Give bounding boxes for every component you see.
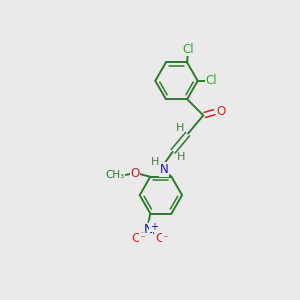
Text: H: H [177, 152, 186, 162]
Text: O: O [216, 105, 226, 118]
Text: Cl: Cl [206, 74, 218, 87]
Text: ⁻: ⁻ [139, 234, 145, 244]
Text: ⁻: ⁻ [163, 234, 169, 244]
Text: Cl: Cl [182, 43, 194, 56]
Text: CH₃: CH₃ [105, 170, 124, 180]
Text: H: H [151, 157, 159, 167]
Text: N: N [160, 163, 168, 176]
Text: H: H [176, 123, 184, 133]
Text: N: N [143, 223, 153, 236]
Text: O: O [155, 232, 165, 245]
Text: O: O [130, 167, 140, 180]
Text: +: + [150, 222, 158, 232]
Text: O: O [131, 232, 141, 245]
